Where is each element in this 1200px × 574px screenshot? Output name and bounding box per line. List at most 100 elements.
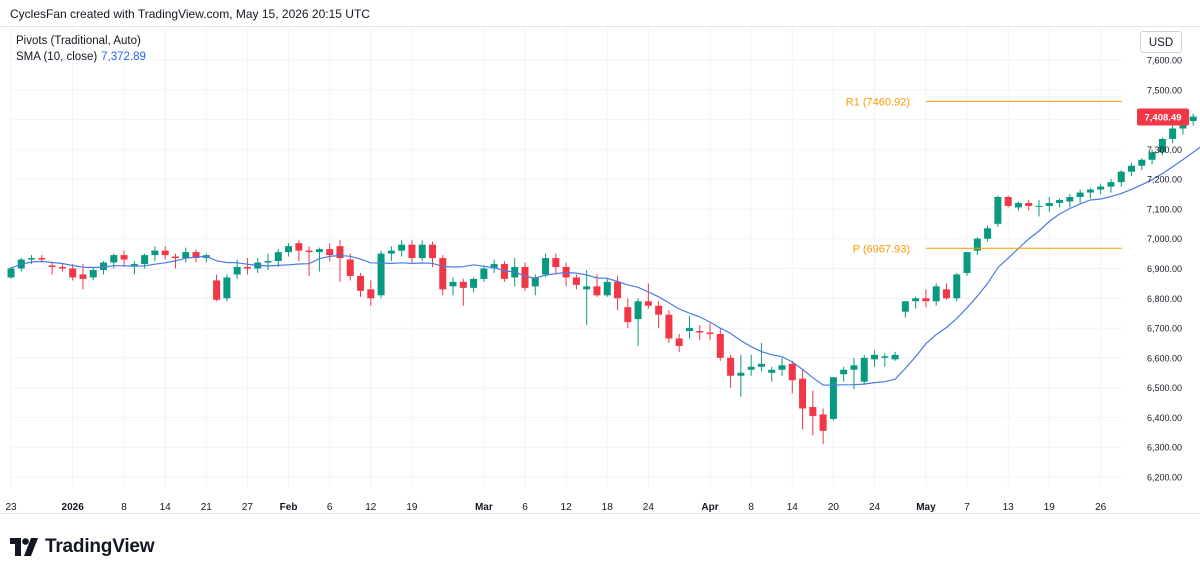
candle-down <box>614 281 622 299</box>
x-tick-label: 14 <box>787 502 799 513</box>
time-axis: 23 2026 8 14 21 27 Feb 6 12 19 Mar 6 12 18 24 Apr 8 14 20 2… <box>5 502 1106 513</box>
candle-up <box>901 301 909 312</box>
x-tick-label: Feb <box>280 502 298 513</box>
candle-up <box>829 377 837 419</box>
candle-down <box>295 243 303 251</box>
candle-down <box>922 298 930 302</box>
pivot-p-label: P (6967.93) <box>853 243 910 255</box>
y-tick-label: 6,400.00 <box>1147 413 1182 423</box>
currency-button[interactable]: USD <box>1140 31 1182 53</box>
candle-up <box>100 262 108 270</box>
x-tick-label: Apr <box>701 502 718 513</box>
candle-down <box>727 357 735 376</box>
candle-up <box>953 274 961 299</box>
x-tick-label: Mar <box>475 502 493 513</box>
y-tick-label: 6,200.00 <box>1147 473 1182 483</box>
candle-up <box>151 250 159 256</box>
candle-down <box>706 332 714 335</box>
x-tick-label: May <box>916 502 936 513</box>
candle-down <box>243 267 251 269</box>
candle-down <box>655 305 663 315</box>
candle-down <box>819 414 827 431</box>
x-tick-label: 18 <box>602 502 614 513</box>
x-tick-label: 12 <box>365 502 377 513</box>
candle-up <box>377 253 385 296</box>
candle-up <box>757 363 765 367</box>
x-tick-label: 7 <box>964 502 970 513</box>
candle-down <box>809 407 817 416</box>
candle-up <box>840 369 848 375</box>
candle-up <box>891 354 899 360</box>
candle-down <box>58 267 66 269</box>
candle-up <box>1014 202 1022 208</box>
candle-up <box>1056 199 1064 203</box>
candle-up <box>7 268 15 278</box>
candle-up <box>1189 116 1197 122</box>
x-tick-label: 24 <box>869 502 881 513</box>
candle-up <box>1169 128 1177 139</box>
candle-down <box>408 244 416 259</box>
candle-up <box>264 261 272 263</box>
candle-down <box>192 252 200 259</box>
candle-up <box>28 258 36 260</box>
candle-down <box>79 274 87 279</box>
x-tick-label: 19 <box>406 502 418 513</box>
pivot-r1-label: R1 (7460.92) <box>846 96 910 108</box>
candle-up <box>1138 159 1146 166</box>
candle-up <box>1097 186 1105 190</box>
y-tick-label: 7,000.00 <box>1147 234 1182 244</box>
candle-up <box>542 258 550 275</box>
candle-up <box>315 249 323 253</box>
candle-down <box>675 338 683 346</box>
current-price-badge <box>1137 108 1189 126</box>
indicator-legend: Pivots (Traditional, Auto) SMA (10, clos… <box>16 33 146 65</box>
current-price-label: 7,408.49 <box>1145 113 1182 124</box>
x-tick-label: 24 <box>643 502 655 513</box>
attribution-text: CyclesFan created with TradingView.com, … <box>10 7 370 21</box>
candle-up <box>141 255 149 265</box>
tradingview-logo-icon <box>10 538 38 556</box>
x-tick-label: 12 <box>561 502 573 513</box>
chart-frame <box>0 27 1200 514</box>
candle-up <box>1128 165 1136 172</box>
y-tick-label: 6,800.00 <box>1147 294 1182 304</box>
x-tick-label: 14 <box>160 502 172 513</box>
candle-down <box>788 363 796 381</box>
candle-up <box>182 252 190 259</box>
candle-up <box>1158 138 1166 153</box>
candle-up <box>449 281 457 287</box>
attribution-bar: CyclesFan created with TradingView.com, … <box>0 0 1200 27</box>
candle-down <box>120 255 128 260</box>
candle-up <box>603 281 611 296</box>
candle-up <box>963 252 971 273</box>
y-tick-label: 6,900.00 <box>1147 264 1182 274</box>
candle-up <box>973 238 981 251</box>
candle-down <box>336 246 344 259</box>
candle-down <box>439 258 447 290</box>
candle-down <box>161 250 169 256</box>
candle-up <box>110 255 118 263</box>
sma-legend: SMA (10, close) 7,372.89 <box>16 49 146 65</box>
candle-down <box>593 286 601 296</box>
candle-down <box>644 301 652 306</box>
candle-up <box>1148 152 1156 160</box>
x-tick-label: 8 <box>121 502 127 513</box>
candle-up <box>398 244 406 251</box>
candle-up <box>223 277 231 299</box>
candlestick-chart[interactable]: R1 (7460.92) P (6967.93) 6,200.00 6,300.00… <box>0 27 1200 514</box>
candle-down <box>357 275 365 291</box>
candle-up <box>583 286 591 290</box>
candle-down <box>367 289 375 299</box>
candle-down <box>552 258 560 268</box>
y-tick-label: 7,300.00 <box>1147 145 1182 155</box>
candle-up <box>1107 182 1115 187</box>
candle-down <box>572 277 580 285</box>
pivot-lines: R1 (7460.92) P (6967.93) <box>846 96 1122 255</box>
x-tick-label: 6 <box>327 502 333 513</box>
x-tick-label: 20 <box>828 502 840 513</box>
x-tick-label: 27 <box>242 502 254 513</box>
candle-up <box>274 252 282 262</box>
candle-down <box>305 250 313 253</box>
candle-up <box>634 301 642 320</box>
y-tick-label: 7,200.00 <box>1147 175 1182 185</box>
